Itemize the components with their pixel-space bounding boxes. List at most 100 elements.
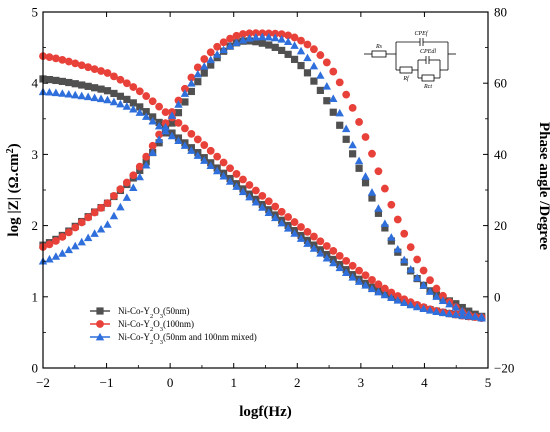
modulus-point bbox=[200, 141, 209, 149]
modulus-point bbox=[374, 280, 383, 289]
axes: −2 −1 0 1 2 3 4 5012345−20020406080logf(Hz)log … bbox=[5, 5, 550, 421]
phase-point bbox=[181, 98, 189, 106]
x-tick-label: 4 bbox=[421, 375, 428, 390]
modulus-point bbox=[226, 164, 234, 173]
phase-point bbox=[355, 118, 363, 126]
modulus-point bbox=[135, 87, 144, 96]
phase-point bbox=[361, 179, 370, 187]
modulus-point bbox=[316, 249, 325, 257]
modulus-point bbox=[425, 306, 435, 314]
phase-point bbox=[232, 31, 241, 40]
phase-point bbox=[297, 36, 305, 45]
phase-point bbox=[258, 32, 267, 41]
phase-point bbox=[367, 188, 377, 196]
phase-point bbox=[58, 232, 67, 241]
modulus-point bbox=[122, 79, 131, 88]
modulus-point bbox=[109, 97, 119, 106]
phase-point bbox=[381, 224, 389, 232]
phase-point bbox=[212, 50, 222, 58]
modulus-point bbox=[458, 311, 467, 319]
phase-point bbox=[225, 41, 235, 50]
modulus-point bbox=[354, 277, 364, 285]
phase-point bbox=[148, 141, 157, 150]
modulus-point bbox=[58, 89, 67, 97]
phase-point bbox=[349, 150, 357, 158]
phase-point bbox=[368, 194, 376, 202]
phase-point bbox=[58, 249, 67, 257]
x-tick-label: −1 bbox=[100, 375, 114, 390]
modulus-point bbox=[264, 197, 273, 206]
phase-point bbox=[90, 208, 99, 217]
modulus-point bbox=[84, 63, 93, 72]
modulus-point bbox=[45, 75, 54, 84]
modulus-point bbox=[154, 121, 164, 130]
legend-label-prefix: Ni-Co-Y bbox=[118, 332, 150, 342]
modulus-point bbox=[212, 166, 222, 175]
modulus-point bbox=[361, 281, 370, 289]
modulus-point bbox=[142, 92, 151, 100]
x-axis-title: logf(Hz) bbox=[239, 404, 291, 420]
modulus-point bbox=[97, 85, 105, 93]
modulus-point bbox=[238, 187, 248, 196]
modulus-point bbox=[206, 146, 215, 155]
modulus-point bbox=[406, 300, 415, 309]
phase-point bbox=[161, 122, 170, 131]
phase-point bbox=[142, 152, 151, 161]
modulus-point bbox=[213, 152, 222, 161]
phase-point bbox=[271, 33, 280, 42]
modulus-point bbox=[96, 94, 106, 103]
phase-point bbox=[355, 164, 363, 172]
phase-point bbox=[232, 38, 241, 47]
resistor-rs bbox=[371, 50, 387, 58]
modulus-point bbox=[136, 103, 144, 111]
x-tick-label: 0 bbox=[167, 375, 174, 390]
modulus-point bbox=[225, 177, 235, 185]
phase-point bbox=[155, 130, 164, 139]
modulus-point bbox=[277, 207, 286, 216]
phase-point bbox=[368, 149, 376, 158]
modulus-point bbox=[387, 288, 396, 297]
phase-point bbox=[109, 211, 119, 220]
phase-point bbox=[200, 55, 209, 63]
phase-point bbox=[135, 162, 144, 171]
phase-point bbox=[52, 237, 60, 245]
legend-label-mid: O bbox=[153, 319, 160, 329]
modulus-point bbox=[432, 307, 441, 315]
phase-point bbox=[322, 82, 332, 90]
phase-point bbox=[354, 156, 364, 165]
modulus-point bbox=[116, 92, 125, 100]
phase-point bbox=[187, 73, 196, 82]
modulus-point bbox=[374, 287, 383, 296]
legend-label: Ni-Co-Y2O3(50nm and 100nm mixed) bbox=[118, 332, 257, 346]
modulus-point bbox=[148, 97, 157, 106]
phase-point bbox=[213, 42, 222, 51]
data-markers bbox=[38, 29, 486, 323]
modulus-point bbox=[206, 161, 215, 170]
phase-point bbox=[310, 77, 318, 85]
y-left-tick-label: 1 bbox=[32, 289, 39, 304]
modulus-point bbox=[122, 102, 132, 110]
phase-point bbox=[374, 167, 383, 176]
modulus-point bbox=[283, 224, 293, 232]
phase-point bbox=[393, 245, 402, 253]
legend-label-sub: 3 bbox=[160, 326, 163, 333]
modulus-point bbox=[129, 99, 137, 107]
modulus-point bbox=[64, 57, 73, 66]
modulus-point bbox=[309, 244, 319, 252]
series-circle bbox=[39, 29, 486, 323]
modulus-point bbox=[167, 131, 177, 140]
phase-point bbox=[380, 184, 389, 193]
phase-point bbox=[380, 219, 390, 227]
phase-point bbox=[84, 213, 93, 222]
modulus-point bbox=[348, 273, 357, 281]
circuit-label-rs: Rs bbox=[375, 44, 383, 50]
y-right-tick-label: −20 bbox=[494, 361, 514, 376]
modulus-point bbox=[393, 296, 402, 304]
phase-point bbox=[180, 89, 190, 97]
modulus-point bbox=[219, 171, 228, 180]
y-left-tick-label: 3 bbox=[32, 147, 39, 162]
modulus-point bbox=[232, 182, 241, 190]
legend: Ni-Co-Y2O3(50nm)Ni-Co-Y2O3(100nm)Ni-Co-Y… bbox=[90, 306, 257, 346]
phase-point bbox=[400, 229, 409, 238]
